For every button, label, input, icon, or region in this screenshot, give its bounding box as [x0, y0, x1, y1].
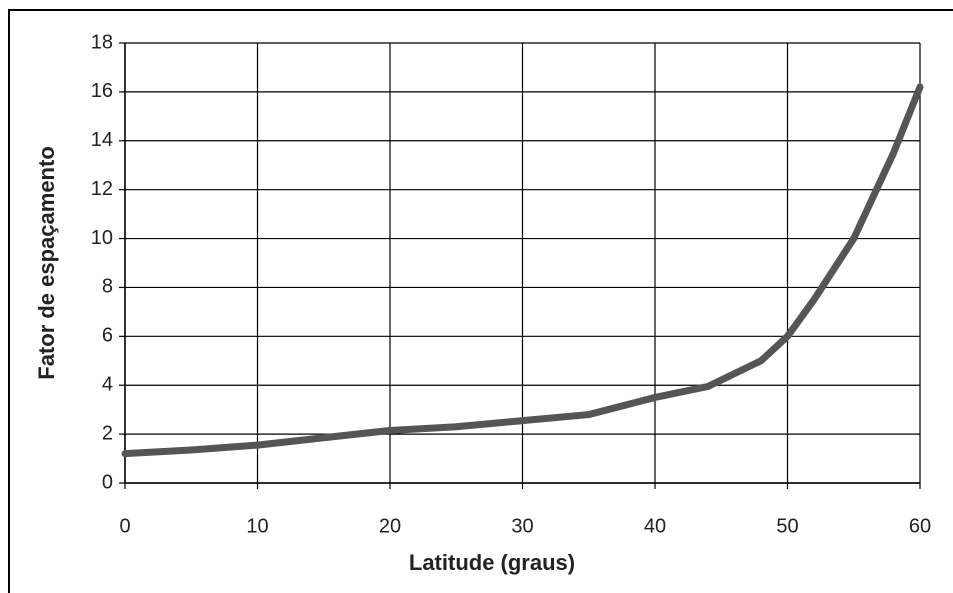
frame: [8, 9, 953, 593]
x-tick-label: 60: [909, 515, 931, 537]
x-tick-label: 40: [644, 515, 666, 537]
y-tick-label: 6: [102, 325, 113, 347]
x-tick-label: 50: [776, 515, 798, 537]
x-axis-label: Latitude (graus): [409, 550, 575, 575]
y-tick-label: 16: [91, 80, 113, 102]
y-tick-label: 18: [91, 31, 113, 53]
x-tick-label: 20: [379, 515, 401, 537]
x-tick-label: 30: [511, 515, 533, 537]
y-tick-label: 4: [102, 374, 113, 396]
y-tick-label: 10: [91, 227, 113, 249]
x-tick-label: 10: [246, 515, 268, 537]
y-axis-label: Fator de espaçamento: [34, 146, 59, 380]
x-tick-label: 0: [119, 515, 130, 537]
y-tick-label: 14: [91, 129, 113, 151]
y-tick-label: 8: [102, 276, 113, 298]
y-tick-label: 0: [102, 471, 113, 493]
y-tick-label: 12: [91, 178, 113, 200]
data-line: [121, 83, 924, 458]
y-tick-label: 2: [102, 422, 113, 444]
